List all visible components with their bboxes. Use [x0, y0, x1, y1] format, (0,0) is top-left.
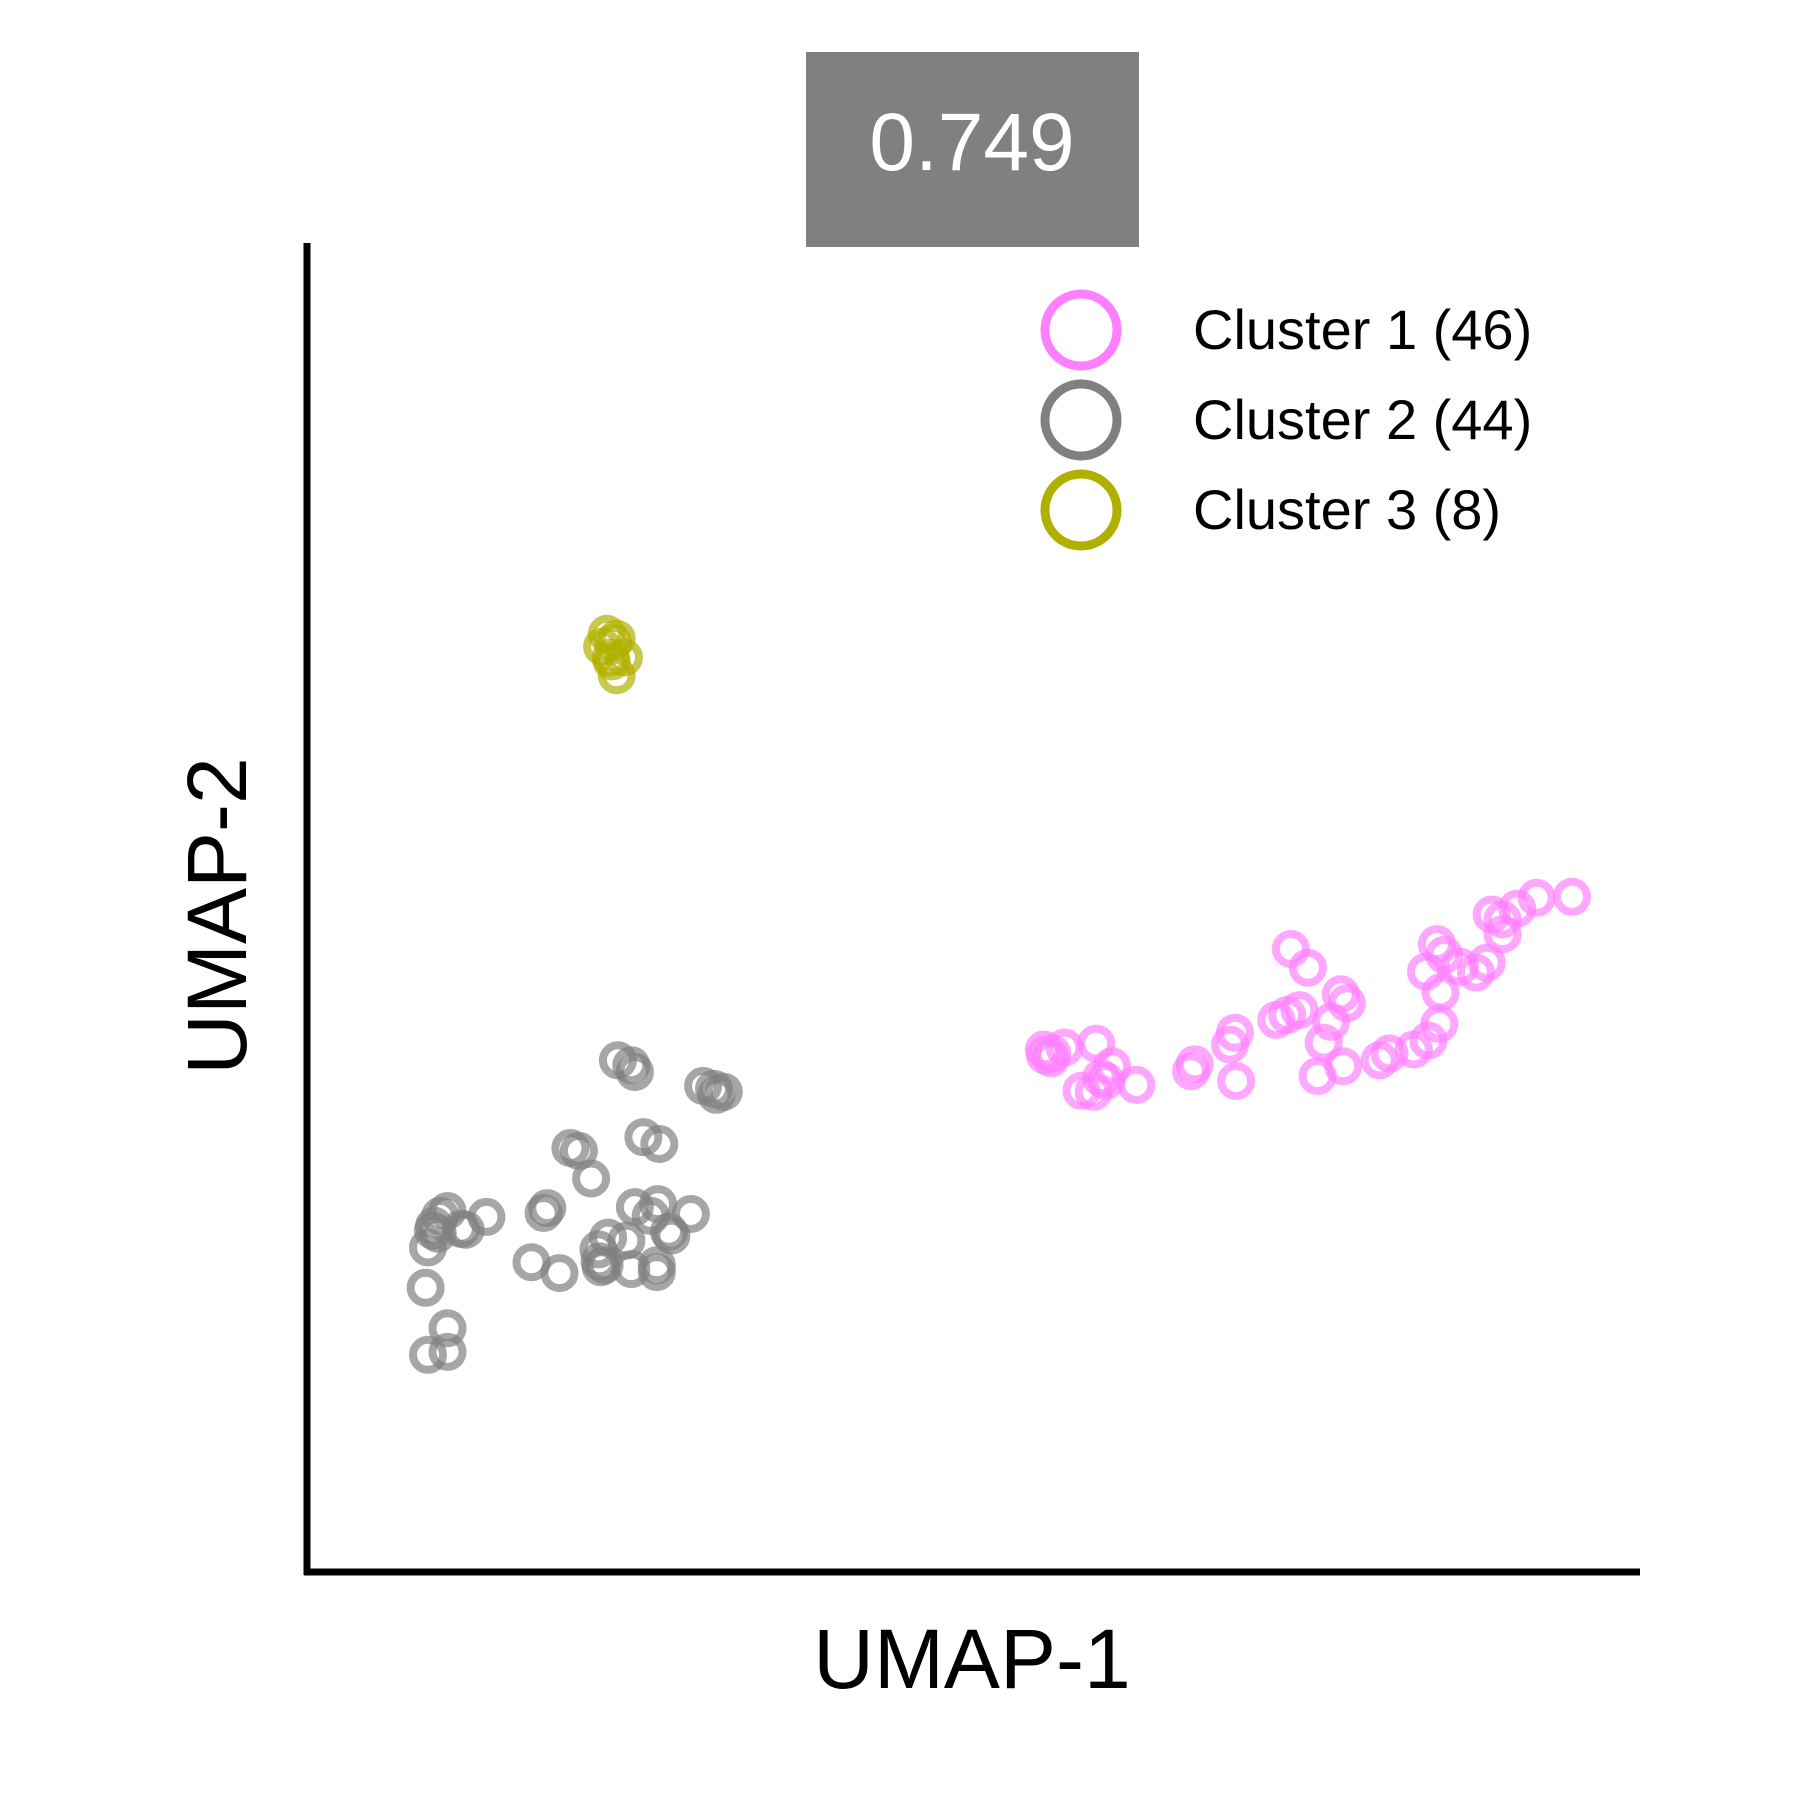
point-cluster-2-40 — [413, 1211, 452, 1250]
point-cluster-2-28 — [615, 1188, 654, 1227]
point-cluster-1-5 — [1026, 1036, 1064, 1075]
legend-label-cluster-3: Cluster 3 (8) — [1193, 478, 1501, 541]
point-cluster-2-44 — [409, 1335, 447, 1374]
point-cluster-1-12 — [1117, 1065, 1156, 1104]
point-cluster-2-43 — [428, 1332, 467, 1371]
point-cluster-2-29 — [579, 1230, 618, 1269]
point-cluster-1-30 — [1370, 1034, 1409, 1073]
point-cluster-1-40 — [1467, 943, 1506, 982]
score-badge-text: 0.749 — [869, 97, 1074, 188]
point-cluster-1-17 — [1215, 1013, 1254, 1052]
point-cluster-2-41 — [406, 1268, 445, 1307]
legend: Cluster 1 (46) Cluster 2 (44) Cluster 3 (8… — [1040, 289, 1532, 551]
point-cluster-1-26 — [1324, 1047, 1363, 1086]
point-cluster-1-15 — [1217, 1062, 1256, 1100]
legend-marker-cluster-2 — [1040, 379, 1122, 461]
point-cluster-1-45 — [1517, 878, 1556, 917]
point-cluster-2-9 — [640, 1125, 679, 1163]
point-cluster-2-3 — [612, 1046, 651, 1085]
point-cluster-1-14 — [1172, 1052, 1211, 1091]
points-layer — [406, 614, 1591, 1374]
point-cluster-1-28 — [1321, 975, 1360, 1014]
point-cluster-2-42 — [428, 1309, 467, 1348]
point-cluster-2-7 — [704, 1072, 743, 1111]
legend-marker-cluster-1 — [1040, 289, 1122, 371]
point-cluster-1-24 — [1304, 1023, 1343, 1062]
point-cluster-2-23 — [581, 1248, 620, 1287]
legend-marker-cluster-3 — [1040, 469, 1122, 551]
legend-label-cluster-2: Cluster 2 (44) — [1193, 388, 1532, 451]
point-cluster-1-22 — [1288, 948, 1327, 987]
point-cluster-1-46 — [1553, 877, 1591, 916]
point-cluster-2-25 — [637, 1253, 676, 1292]
y-axis-label: UMAP-2 — [170, 757, 264, 1074]
point-cluster-2-11 — [551, 1129, 590, 1167]
point-cluster-2-31 — [512, 1243, 551, 1282]
point-cluster-3-8 — [597, 656, 636, 695]
score-badge — [806, 52, 1139, 247]
point-cluster-2-14 — [528, 1189, 567, 1228]
x-axis-label: UMAP-1 — [813, 1612, 1130, 1706]
legend-label-cluster-1: Cluster 1 (46) — [1193, 298, 1532, 361]
point-cluster-1-20 — [1280, 991, 1319, 1030]
point-cluster-2-12 — [572, 1159, 611, 1198]
